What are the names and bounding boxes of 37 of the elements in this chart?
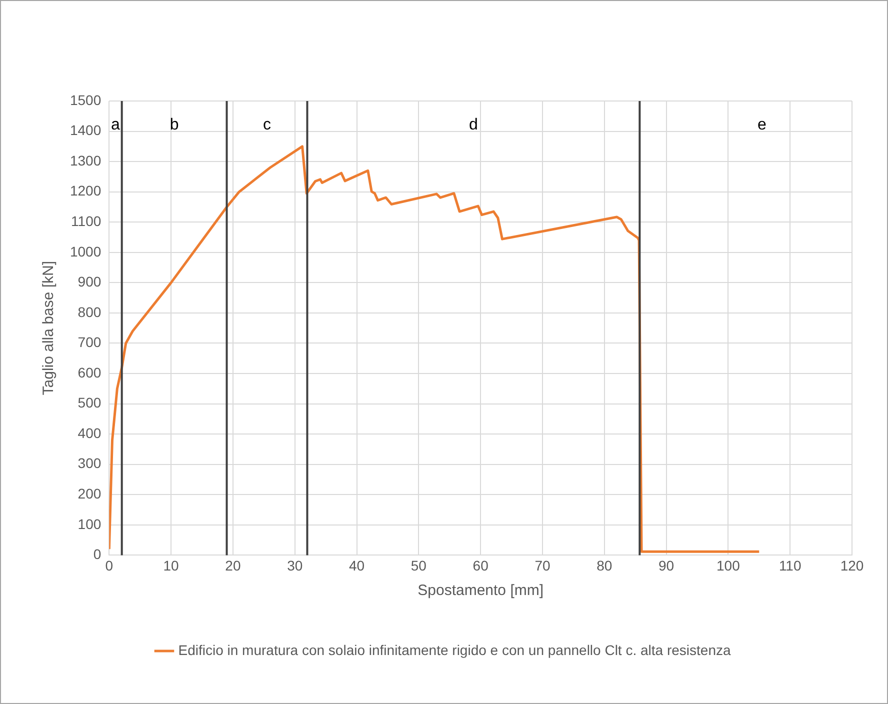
x-tick-label: 100 [716,557,740,574]
x-tick-label: 90 [658,557,674,574]
x-tick-label: 70 [534,557,550,574]
x-tick-label: 80 [596,557,612,574]
x-tick-label: 40 [348,557,365,574]
y-tick-label: 200 [78,486,102,502]
y-tick-label: 1000 [70,243,102,260]
y-tick-label: 500 [78,394,102,411]
y-tick-label: 1300 [70,152,102,168]
y-tick-label: 600 [78,364,102,380]
annotation: c [263,116,271,134]
y-tick-label: 0 [93,546,102,562]
y-tick-label: 800 [78,304,102,320]
annotation: e [758,116,767,134]
y-tick-label: 1400 [70,122,102,138]
y-tick-label: 1500 [70,92,102,108]
annotation: d [469,116,478,134]
x-tick-label: 110 [778,557,802,574]
y-tick-label: 400 [78,424,102,441]
x-tick-label: 50 [410,557,427,574]
y-tick-label: 100 [78,516,102,532]
y-tick-label: 900 [78,274,102,290]
x-axis-title: Spostamento [mm] [418,582,544,600]
x-tick-label: 0 [105,557,114,574]
y-axis-title: Taglio alla base [kN] [40,260,58,396]
x-tick-label: 10 [163,557,180,574]
legend-label: Edificio in muratura con solaio infinitamente rigido e con un pannello Clt c. alta resistenza [178,642,731,658]
x-tick-label: 20 [225,557,241,574]
annotation: b [170,116,179,134]
y-tick-label: 1200 [70,182,102,199]
y-tick-label: 700 [78,334,102,350]
x-tick-label: 120 [840,557,864,574]
y-tick-label: 1100 [71,212,102,229]
annotation: a [111,116,120,134]
x-tick-label: 30 [287,557,303,574]
x-tick-label: 60 [472,557,489,574]
y-tick-label: 300 [78,455,102,472]
